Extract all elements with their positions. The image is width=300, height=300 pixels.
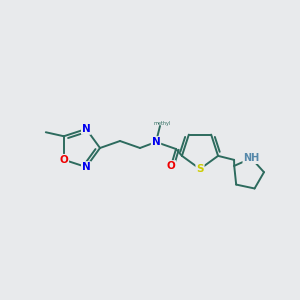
Text: N: N [82, 162, 91, 172]
Text: NH: NH [243, 153, 260, 163]
Text: methyl: methyl [153, 121, 171, 125]
Text: O: O [167, 161, 176, 171]
Text: O: O [59, 155, 68, 165]
Text: N: N [152, 137, 160, 147]
Text: N: N [82, 124, 91, 134]
Text: S: S [196, 164, 204, 174]
